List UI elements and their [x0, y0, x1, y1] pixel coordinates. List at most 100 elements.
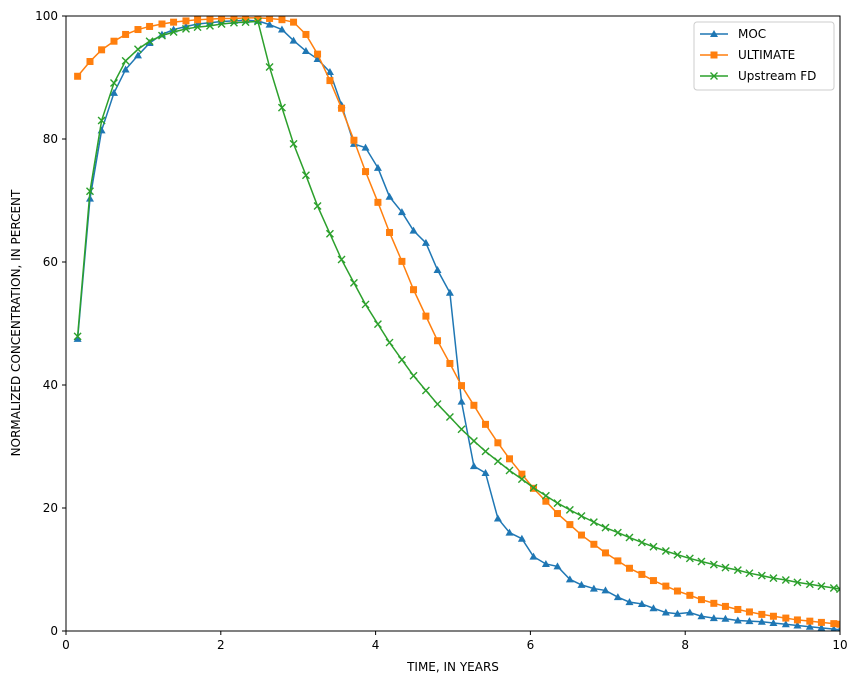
data-point	[601, 523, 610, 532]
data-point	[181, 24, 190, 33]
data-point	[638, 570, 646, 578]
legend-label: MOC	[738, 27, 766, 41]
data-point	[445, 412, 454, 421]
data-point	[817, 582, 826, 591]
data-point	[266, 16, 274, 22]
series-upstream-fd	[73, 17, 840, 594]
data-point	[409, 226, 418, 234]
data-point	[421, 386, 430, 395]
data-point	[73, 332, 82, 341]
data-point	[553, 562, 562, 570]
data-point	[481, 468, 490, 476]
data-point	[577, 512, 586, 520]
data-point	[421, 238, 430, 246]
data-point	[541, 559, 550, 567]
data-point	[577, 531, 585, 539]
y-tick-label: 100	[35, 9, 58, 23]
data-point	[398, 257, 406, 265]
data-point	[313, 202, 322, 211]
data-point	[518, 470, 526, 478]
data-point	[122, 30, 130, 38]
data-point	[793, 621, 802, 629]
data-point	[782, 614, 790, 622]
data-point	[74, 72, 82, 80]
data-point	[457, 425, 466, 434]
data-point	[686, 591, 694, 599]
data-point	[98, 46, 106, 54]
data-point	[361, 143, 370, 151]
data-point	[133, 51, 142, 59]
y-tick-label: 0	[50, 624, 58, 638]
y-axis-label: NORMALIZED CONCENTRATION, IN PERCENT	[9, 189, 23, 456]
legend-label: ULTIMATE	[738, 48, 795, 62]
data-point	[230, 16, 238, 22]
data-point	[325, 229, 334, 238]
data-point	[769, 619, 778, 627]
legend-item: MOC	[700, 27, 766, 41]
data-point	[109, 79, 118, 88]
data-point	[265, 20, 274, 28]
data-point	[505, 528, 514, 536]
data-point	[85, 187, 94, 196]
data-point	[301, 47, 310, 55]
data-point	[734, 605, 742, 613]
legend-item: ULTIMATE	[700, 48, 795, 62]
data-point	[685, 554, 694, 563]
data-point	[517, 475, 526, 484]
data-point	[613, 528, 622, 537]
plot-frame	[65, 15, 841, 632]
legend-item: Upstream FD	[700, 69, 816, 83]
data-point	[673, 587, 681, 595]
data-point	[145, 39, 154, 47]
data-point	[169, 27, 178, 36]
data-point	[625, 598, 634, 606]
data-point	[469, 436, 478, 445]
data-point	[565, 505, 574, 514]
data-point	[218, 16, 226, 22]
data-point	[625, 533, 634, 542]
data-point	[86, 58, 94, 66]
data-point	[745, 617, 754, 625]
data-point	[829, 583, 838, 592]
data-point	[697, 612, 706, 620]
data-point	[506, 455, 514, 463]
data-point	[350, 136, 358, 144]
data-point	[577, 580, 586, 588]
data-point	[649, 604, 658, 612]
x-tick-label: 6	[527, 638, 535, 652]
data-point	[709, 614, 718, 622]
data-point	[494, 439, 502, 447]
data-point	[661, 608, 670, 616]
data-point	[721, 602, 729, 610]
data-point	[410, 286, 418, 294]
data-point	[337, 255, 346, 264]
data-point	[422, 312, 430, 320]
data-point	[769, 612, 777, 620]
data-point	[445, 288, 454, 296]
data-point	[397, 355, 406, 364]
data-point	[745, 569, 754, 578]
data-point	[482, 420, 490, 428]
data-point	[325, 67, 334, 75]
data-point	[409, 371, 418, 380]
data-point	[637, 599, 646, 607]
data-point	[566, 521, 574, 529]
data-point	[217, 20, 226, 28]
data-point	[733, 616, 742, 624]
data-point	[433, 400, 442, 409]
data-point	[781, 620, 790, 628]
data-point	[373, 320, 382, 329]
legend-marker	[710, 51, 718, 59]
data-point	[326, 77, 334, 85]
y-tick-label: 40	[43, 378, 58, 392]
data-point	[470, 401, 478, 409]
data-point	[745, 608, 753, 616]
data-point	[458, 382, 466, 390]
data-point	[361, 300, 370, 309]
data-point	[733, 566, 742, 575]
data-point	[493, 457, 502, 466]
data-point	[362, 168, 370, 176]
data-point	[373, 163, 382, 171]
data-point	[469, 462, 478, 470]
